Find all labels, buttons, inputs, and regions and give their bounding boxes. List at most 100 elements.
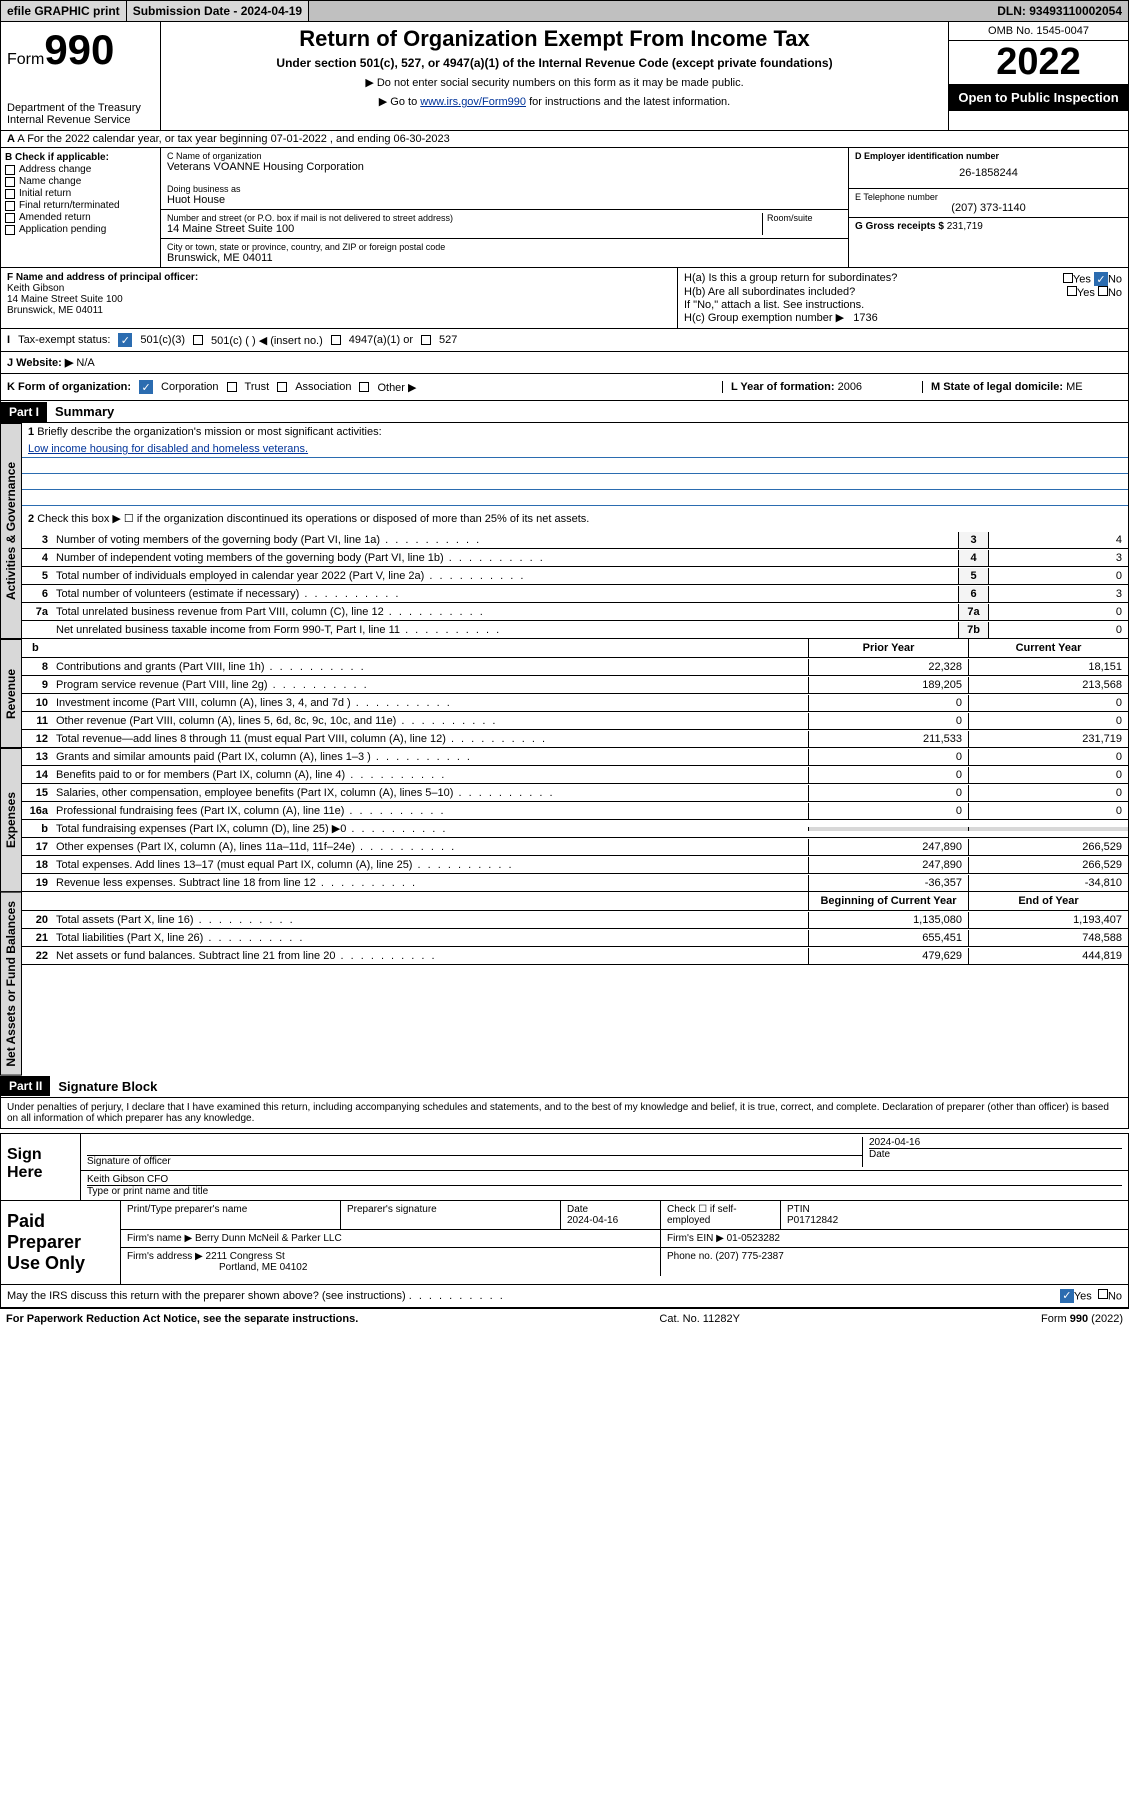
dba-value: Huot House	[167, 194, 842, 206]
part1-header: Part I Summary	[0, 401, 1129, 423]
row-i: I Tax-exempt status: ✓501(c)(3) 501(c) (…	[0, 329, 1129, 352]
city-value: Brunswick, ME 04011	[167, 252, 842, 264]
4947-checkbox[interactable]	[331, 335, 341, 345]
label-initial: Initial return	[19, 188, 71, 199]
goto-pre: ▶ Go to	[379, 96, 420, 108]
dept-treasury: Department of the Treasury	[7, 102, 154, 114]
irs-label: Internal Revenue Service	[7, 114, 154, 126]
ha-no-checkbox[interactable]: ✓	[1094, 272, 1108, 286]
checkbox-final[interactable]	[5, 201, 15, 211]
label-name-change: Name change	[19, 176, 81, 187]
q1-num: 1	[28, 426, 34, 438]
sig-date-label: Date	[869, 1148, 1122, 1160]
col-c: C Name of organization Veterans VOANNE H…	[161, 148, 848, 267]
mission-blank2	[22, 474, 1128, 490]
gross-label: G Gross receipts $	[855, 221, 944, 232]
label-amended: Amended return	[19, 212, 91, 223]
ein-label: D Employer identification number	[855, 151, 1122, 161]
form-header: Form990 Department of the Treasury Inter…	[0, 22, 1129, 131]
rev-line-9: 9Program service revenue (Part VIII, lin…	[22, 676, 1128, 694]
prior-year-hdr: Prior Year	[808, 639, 968, 657]
rev-line-12: 12Total revenue—add lines 8 through 11 (…	[22, 730, 1128, 748]
gov-line-5: 5Total number of individuals employed in…	[22, 567, 1128, 585]
527-checkbox[interactable]	[421, 335, 431, 345]
website-label: J Website: ▶	[7, 357, 73, 369]
discuss-no-checkbox[interactable]	[1098, 1289, 1108, 1299]
discuss-row: May the IRS discuss this return with the…	[0, 1285, 1129, 1308]
city-label: City or town, state or province, country…	[167, 242, 842, 252]
officer-label: F Name and address of principal officer:	[7, 272, 198, 283]
exp-line-b: bTotal fundraising expenses (Part IX, co…	[22, 820, 1128, 838]
opt-527: 527	[439, 334, 457, 346]
gov-line-7a: 7aTotal unrelated business revenue from …	[22, 603, 1128, 621]
discuss-yes-checkbox[interactable]: ✓	[1060, 1289, 1074, 1303]
sign-here-block: Sign Here Signature of officer 2024-04-1…	[0, 1133, 1129, 1201]
header-grid: B Check if applicable: Address change Na…	[0, 148, 1129, 268]
part2-title: Signature Block	[50, 1076, 165, 1097]
opt-corp: Corporation	[161, 381, 218, 393]
discuss-yes: Yes	[1074, 1290, 1092, 1302]
part2-header: Part II Signature Block	[0, 1076, 1129, 1098]
officer-addr2: Brunswick, ME 04011	[7, 305, 103, 316]
checkbox-amended[interactable]	[5, 213, 15, 223]
hb-no-checkbox[interactable]	[1098, 286, 1108, 296]
net-line-20: 20Total assets (Part X, line 16)1,135,08…	[22, 911, 1128, 929]
tax-year: 2022	[949, 41, 1128, 84]
firm-addr2: Portland, ME 04102	[127, 1262, 307, 1273]
dln-label: DLN: 93493110002054	[991, 1, 1128, 21]
form-title: Return of Organization Exempt From Incom…	[171, 26, 938, 52]
checkbox-name[interactable]	[5, 177, 15, 187]
ha-no: No	[1108, 274, 1122, 286]
part2-label: Part II	[1, 1076, 50, 1096]
efile-print-button[interactable]: efile GRAPHIC print	[1, 1, 127, 21]
gov-line-3: 3Number of voting members of the governi…	[22, 531, 1128, 549]
current-year-hdr: Current Year	[968, 639, 1128, 657]
assoc-checkbox[interactable]	[277, 382, 287, 392]
org-name-label: C Name of organization	[167, 151, 842, 161]
firm-addr1: 2211 Congress St	[206, 1251, 285, 1262]
hb-note: If "No," attach a list. See instructions…	[684, 299, 1122, 311]
other-checkbox[interactable]	[359, 382, 369, 392]
org-name: Veterans VOANNE Housing Corporation	[167, 161, 842, 173]
501c3-checkbox[interactable]: ✓	[118, 333, 132, 347]
domicile-value: ME	[1066, 381, 1083, 393]
sign-here-label: Sign Here	[1, 1134, 81, 1200]
gov-line-7b: Net unrelated business taxable income fr…	[22, 621, 1128, 639]
firm-ein-label: Firm's EIN ▶	[667, 1233, 724, 1244]
form-label: Form	[7, 51, 44, 68]
501c-checkbox[interactable]	[193, 335, 203, 345]
irs-link[interactable]: www.irs.gov/Form990	[420, 96, 526, 108]
footer-right: Form 990 (2022)	[1041, 1313, 1123, 1325]
officer-addr1: 14 Maine Street Suite 100	[7, 294, 123, 305]
omb-number: OMB No. 1545-0047	[949, 22, 1128, 41]
phone-value: (207) 373-1140	[855, 202, 1122, 214]
exp-line-15: 15Salaries, other compensation, employee…	[22, 784, 1128, 802]
year-formation: 2006	[838, 381, 862, 393]
corp-checkbox[interactable]: ✓	[139, 380, 153, 394]
footer-left: For Paperwork Reduction Act Notice, see …	[6, 1313, 358, 1325]
rev-line-10: 10Investment income (Part VIII, column (…	[22, 694, 1128, 712]
perjury-text: Under penalties of perjury, I declare th…	[0, 1098, 1129, 1129]
ha-yes-checkbox[interactable]	[1063, 273, 1073, 283]
checkbox-address[interactable]	[5, 165, 15, 175]
form-org-label: K Form of organization:	[7, 381, 131, 393]
opt-501c3: 501(c)(3)	[140, 334, 185, 346]
end-year-hdr: End of Year	[968, 892, 1128, 910]
phone-label: E Telephone number	[855, 192, 1122, 202]
net-line-21: 21Total liabilities (Part X, line 26)655…	[22, 929, 1128, 947]
ein-value: 26-1858244	[855, 161, 1122, 185]
checkbox-pending[interactable]	[5, 225, 15, 235]
mission-text[interactable]: Low income housing for disabled and home…	[22, 441, 1128, 458]
website-value: N/A	[76, 357, 94, 369]
hb-yes-checkbox[interactable]	[1067, 286, 1077, 296]
trust-checkbox[interactable]	[227, 382, 237, 392]
exp-line-19: 19Revenue less expenses. Subtract line 1…	[22, 874, 1128, 892]
mission-blank3	[22, 490, 1128, 506]
gov-line-6: 6Total number of volunteers (estimate if…	[22, 585, 1128, 603]
checkbox-initial[interactable]	[5, 189, 15, 199]
form-subtitle: Under section 501(c), 527, or 4947(a)(1)…	[171, 56, 938, 70]
hc-label: H(c) Group exemption number ▶	[684, 312, 844, 324]
form-number: Form990	[7, 26, 154, 74]
ha-yes: Yes	[1073, 274, 1091, 286]
q2-num: 2	[28, 513, 34, 525]
